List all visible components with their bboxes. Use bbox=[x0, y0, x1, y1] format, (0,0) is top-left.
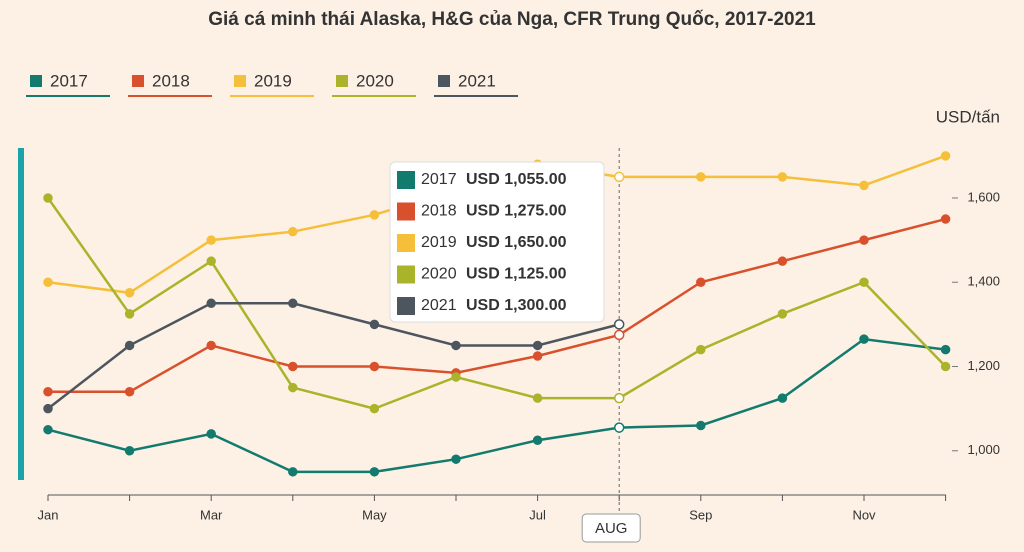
data-point bbox=[696, 420, 706, 431]
data-point bbox=[532, 340, 543, 351]
data-point bbox=[859, 334, 869, 344]
data-point bbox=[696, 277, 706, 287]
accent-bar bbox=[18, 148, 24, 480]
data-point bbox=[124, 340, 135, 351]
data-point bbox=[43, 403, 53, 414]
tooltip-value: USD 1,275.00 bbox=[466, 203, 567, 220]
data-point bbox=[940, 344, 951, 355]
tooltip-swatch bbox=[397, 234, 415, 252]
data-point bbox=[859, 235, 869, 245]
data-point bbox=[124, 387, 135, 397]
y-tick-label: 1,600 bbox=[967, 189, 1000, 204]
data-point bbox=[43, 277, 53, 287]
legend-label: 2020 bbox=[356, 71, 394, 90]
legend-label: 2017 bbox=[50, 71, 88, 90]
y-unit-label: USD/tấn bbox=[936, 107, 1000, 126]
data-point bbox=[206, 298, 216, 309]
x-tick-label: Jan bbox=[38, 507, 59, 522]
data-point bbox=[206, 429, 216, 439]
legend-label: 2021 bbox=[458, 71, 496, 90]
series-line bbox=[46, 197, 947, 410]
x-tick-label: May bbox=[362, 507, 387, 522]
data-point bbox=[532, 435, 543, 445]
data-point bbox=[451, 372, 461, 382]
tooltip-swatch bbox=[397, 265, 415, 284]
data-point bbox=[613, 319, 625, 330]
legend-swatch bbox=[336, 75, 348, 87]
series-line bbox=[48, 217, 946, 394]
data-point bbox=[777, 393, 788, 403]
x-tick-label: Sep bbox=[689, 507, 712, 522]
y-tick-label: 1,000 bbox=[967, 442, 1000, 457]
tooltip-value: USD 1,300.00 bbox=[466, 297, 567, 314]
data-point bbox=[288, 361, 298, 372]
data-point bbox=[940, 214, 951, 224]
data-point bbox=[777, 256, 788, 266]
data-point bbox=[124, 446, 135, 456]
data-point bbox=[451, 454, 461, 464]
tooltip-swatch bbox=[397, 202, 415, 221]
x-tick-label: Jul bbox=[529, 507, 546, 522]
legend-label: 2018 bbox=[152, 71, 190, 90]
hover-label: AUG bbox=[595, 520, 628, 537]
data-point bbox=[859, 277, 869, 287]
tooltip-series: 2020 bbox=[421, 266, 457, 283]
legend-swatch bbox=[132, 75, 144, 87]
data-point bbox=[124, 288, 135, 298]
legend-swatch bbox=[234, 75, 246, 87]
data-point bbox=[696, 172, 706, 182]
tooltip-value: USD 1,650.00 bbox=[466, 234, 567, 251]
data-point bbox=[613, 422, 625, 433]
data-point bbox=[613, 392, 625, 404]
data-point bbox=[288, 298, 298, 309]
legend-swatch bbox=[438, 75, 450, 87]
data-point bbox=[369, 403, 380, 414]
tooltip-box bbox=[389, 161, 605, 323]
tooltip-series: 2018 bbox=[421, 203, 457, 220]
data-point bbox=[43, 387, 53, 397]
chart-title: Giá cá minh thái Alaska, H&G của Nga, CF… bbox=[208, 9, 816, 30]
data-point bbox=[696, 344, 706, 355]
tooltip-series: 2017 bbox=[421, 171, 457, 188]
legend-label: 2019 bbox=[254, 71, 292, 90]
data-point bbox=[613, 329, 625, 341]
tooltip-value: USD 1,125.00 bbox=[466, 266, 567, 283]
tooltip-swatch bbox=[397, 171, 415, 189]
series-line bbox=[47, 302, 620, 410]
tooltip-value: USD 1,055.00 bbox=[466, 171, 567, 188]
data-point bbox=[532, 393, 543, 403]
data-point bbox=[124, 309, 135, 319]
data-point bbox=[369, 361, 380, 372]
data-point bbox=[777, 309, 788, 319]
data-point bbox=[369, 319, 380, 330]
data-point bbox=[859, 180, 869, 191]
data-point bbox=[288, 467, 298, 477]
y-tick-label: 1,200 bbox=[967, 358, 1000, 373]
data-point bbox=[777, 172, 788, 182]
data-point bbox=[613, 171, 625, 183]
data-point bbox=[940, 361, 951, 372]
data-point bbox=[43, 424, 53, 435]
x-tick-label: Nov bbox=[852, 507, 876, 522]
data-point bbox=[532, 351, 543, 361]
tooltip-series: 2019 bbox=[421, 234, 457, 251]
hover-label-box bbox=[581, 513, 641, 543]
tooltip-swatch bbox=[397, 297, 415, 315]
data-point bbox=[43, 193, 53, 203]
data-point bbox=[451, 340, 461, 351]
data-point bbox=[288, 226, 298, 237]
data-point bbox=[206, 340, 216, 351]
x-tick-label: Mar bbox=[200, 507, 223, 522]
tooltip-series: 2021 bbox=[421, 297, 457, 314]
data-point bbox=[369, 210, 380, 220]
y-tick-label: 1,400 bbox=[967, 274, 1000, 289]
data-point bbox=[940, 151, 951, 161]
data-point bbox=[288, 382, 298, 393]
data-point bbox=[206, 256, 216, 266]
data-point bbox=[369, 467, 380, 477]
legend-swatch bbox=[30, 75, 42, 87]
data-point bbox=[206, 235, 216, 245]
series-line bbox=[47, 337, 946, 474]
